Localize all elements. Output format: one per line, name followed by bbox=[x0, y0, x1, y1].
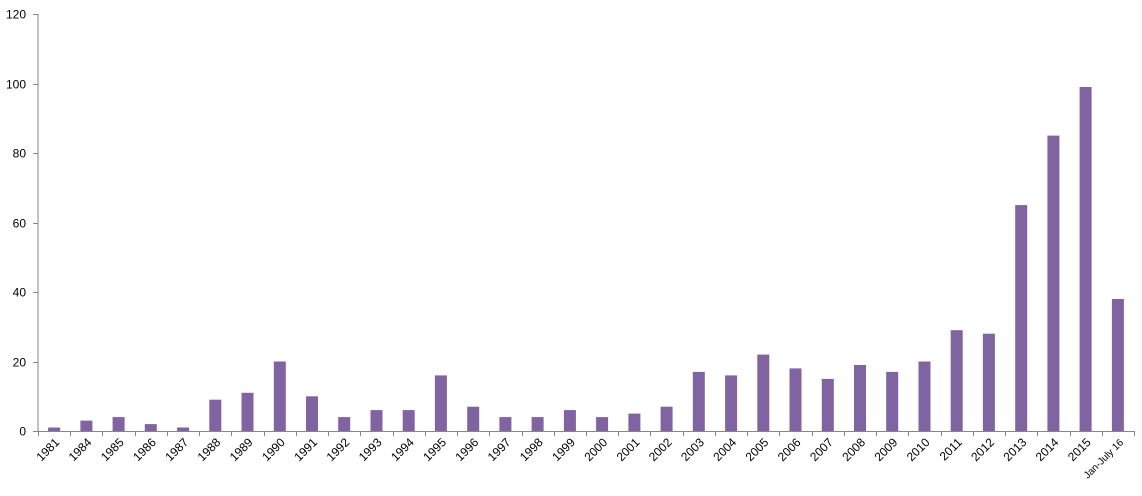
y-tick-label: 60 bbox=[13, 217, 27, 231]
bar-1998 bbox=[531, 417, 544, 431]
x-tick-label: 1994 bbox=[388, 435, 417, 464]
x-tick-label: 2003 bbox=[678, 435, 707, 464]
bar-2006 bbox=[789, 368, 802, 431]
x-tick-label: 2009 bbox=[872, 435, 901, 464]
x-tick-label: 2004 bbox=[710, 435, 739, 464]
bar-1993 bbox=[370, 410, 383, 431]
bar-1999 bbox=[563, 410, 576, 431]
y-tick-label: 40 bbox=[13, 286, 27, 300]
bar-1986 bbox=[144, 424, 157, 431]
bar-2013 bbox=[1015, 205, 1028, 431]
x-tick-label: 1997 bbox=[485, 435, 514, 464]
x-tick-label: 2013 bbox=[1001, 435, 1030, 464]
y-axis: 0 20 40 60 80 100 120 bbox=[6, 8, 39, 439]
bar-2007 bbox=[821, 378, 834, 431]
x-tick-label: 1988 bbox=[195, 435, 224, 464]
x-tick-label: 1996 bbox=[453, 435, 482, 464]
bar-1991 bbox=[306, 396, 318, 432]
x-tick-label: 2002 bbox=[646, 435, 675, 464]
y-tick-label: 120 bbox=[6, 8, 26, 22]
x-tick-label: 2010 bbox=[904, 435, 933, 464]
x-tick-label: 2000 bbox=[581, 435, 610, 464]
x-tick-label: 1989 bbox=[227, 435, 256, 464]
x-tick-label: 1992 bbox=[324, 435, 353, 464]
bar-1995 bbox=[434, 375, 447, 431]
x-tick-label: 2015 bbox=[1065, 435, 1094, 464]
bar-2004 bbox=[725, 375, 738, 431]
bar-2003 bbox=[692, 371, 705, 431]
y-tick-label: 0 bbox=[19, 425, 26, 439]
bar-2014 bbox=[1047, 135, 1060, 431]
x-tick-label: 2008 bbox=[839, 435, 868, 464]
x-tick-label: 2005 bbox=[743, 435, 772, 464]
bar-jan-july-16 bbox=[1111, 299, 1124, 431]
x-tick-label: 2011 bbox=[937, 435, 965, 463]
x-tick-label: 2014 bbox=[1033, 435, 1062, 464]
y-tick-label: 20 bbox=[13, 356, 27, 370]
x-tick-label: 1999 bbox=[549, 435, 578, 464]
x-tick-label: 2007 bbox=[807, 435, 836, 464]
x-tick-label: 2006 bbox=[775, 435, 804, 464]
bar-1984 bbox=[80, 420, 93, 431]
x-axis: 1981 1984 1985 1986 1987 1988 1989 1990 1991 1992… bbox=[33, 431, 1135, 481]
bar-2008 bbox=[854, 365, 866, 431]
x-tick-label: 1981 bbox=[33, 435, 62, 464]
x-tick-label: 1985 bbox=[98, 435, 127, 464]
x-tick-label: 1986 bbox=[130, 435, 159, 464]
x-tick-label: 1998 bbox=[517, 435, 546, 464]
bar-1996 bbox=[467, 406, 480, 431]
bar-1992 bbox=[338, 417, 351, 431]
x-tick-label: 2012 bbox=[968, 435, 997, 464]
bar-1985 bbox=[112, 417, 125, 431]
bar-2009 bbox=[886, 371, 899, 431]
bar-2015 bbox=[1079, 87, 1092, 431]
x-tick-label: 1991 bbox=[291, 435, 320, 464]
y-tick-label: 100 bbox=[6, 78, 26, 92]
bar-2002 bbox=[660, 406, 673, 431]
x-tick-label: 1995 bbox=[420, 435, 449, 464]
bars bbox=[48, 87, 1124, 432]
bar-2005 bbox=[757, 354, 770, 431]
bar-1994 bbox=[402, 410, 415, 431]
bar-2010 bbox=[918, 361, 931, 431]
bar-2001 bbox=[628, 413, 641, 431]
bar-2000 bbox=[596, 417, 609, 431]
bar-2012 bbox=[982, 333, 995, 431]
bar-1997 bbox=[499, 417, 512, 431]
x-tick-label: 1990 bbox=[259, 435, 288, 464]
bar-2011 bbox=[950, 330, 963, 431]
x-tick-label: 1993 bbox=[356, 435, 385, 464]
bar-1981 bbox=[48, 427, 61, 431]
x-tick-label: 2001 bbox=[614, 435, 643, 464]
bar-1990 bbox=[273, 361, 286, 431]
bar-1988 bbox=[209, 399, 222, 431]
x-tick-label: 1987 bbox=[162, 435, 191, 464]
y-tick-label: 80 bbox=[13, 147, 27, 161]
bar-1989 bbox=[241, 392, 254, 431]
bar-1987 bbox=[177, 427, 190, 431]
x-tick-label: 1984 bbox=[66, 435, 95, 464]
